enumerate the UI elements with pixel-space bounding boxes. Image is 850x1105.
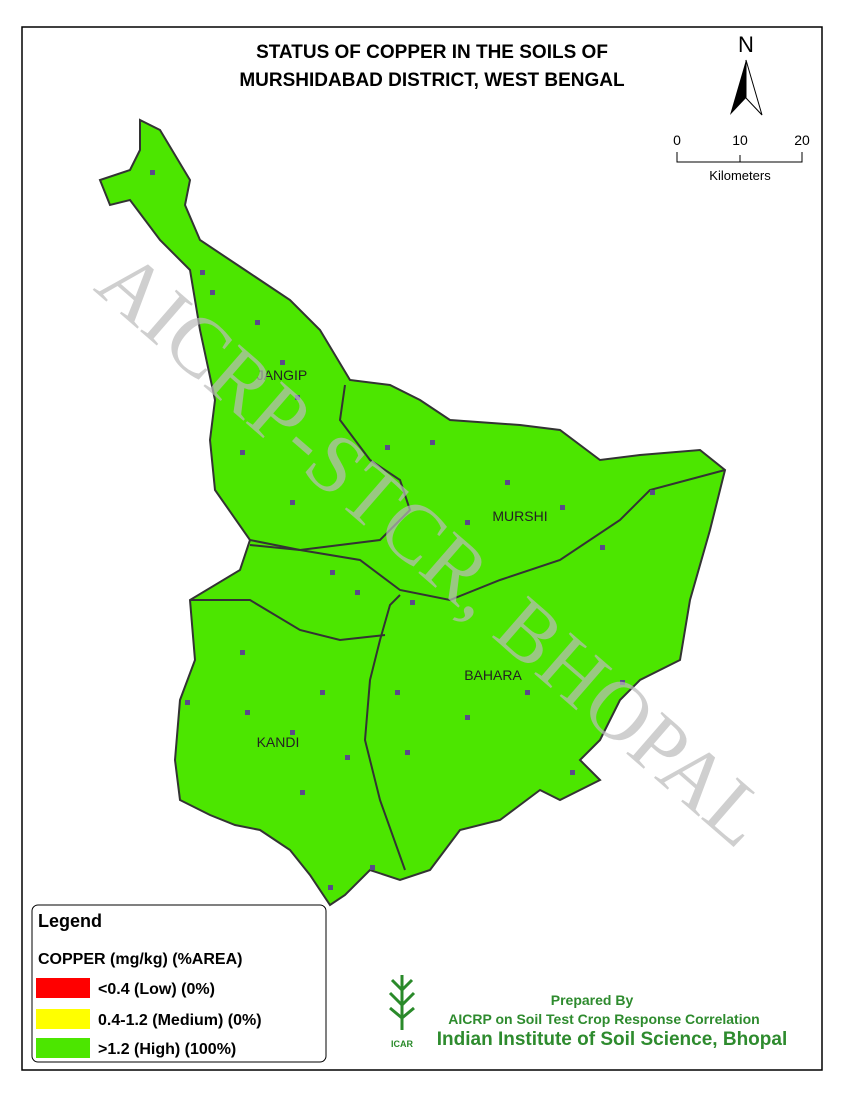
- block-boundary: [249, 384, 412, 552]
- logo-wheat: [388, 975, 416, 1030]
- sample-points: [150, 170, 655, 890]
- legend-label: <0.4 (Low) (0%): [98, 981, 215, 998]
- legend-subtitle: COPPER (mg/kg) (%AREA): [38, 951, 242, 968]
- logo-text: ICAR: [391, 1039, 413, 1049]
- legend-title: Legend: [38, 911, 102, 931]
- block-boundary: [190, 599, 386, 642]
- legend-box: [31, 904, 327, 1063]
- credit: ICAR Prepared By AICRP on Soil Test Crop…: [376, 970, 787, 1050]
- scale-label: 20: [794, 132, 810, 148]
- credit-line: AICRP on Soil Test Crop Response Correla…: [448, 1011, 759, 1027]
- region-label: BAHARA: [464, 667, 522, 683]
- title-line: MURSHIDABAD DISTRICT, WEST BENGAL: [239, 70, 625, 91]
- legend-swatch: [36, 1009, 90, 1029]
- block-boundary: [249, 469, 726, 602]
- region-label: MURSHI: [492, 508, 547, 524]
- scale-unit: Kilometers: [709, 168, 771, 183]
- block-boundary: [363, 594, 406, 871]
- credit-institute: Indian Institute of Soil Science, Bhopal: [437, 1029, 787, 1050]
- scale-line: [676, 152, 803, 163]
- arrow-half: [730, 60, 746, 115]
- scale-label: 10: [732, 132, 748, 148]
- arrow-half: [745, 59, 763, 116]
- title-line: STATUS OF COPPER IN THE SOILS OF: [256, 42, 608, 63]
- scale-label: 0: [673, 132, 681, 148]
- region-label: JANGIP: [257, 367, 308, 383]
- north-arrow: N: [730, 32, 763, 116]
- legend-label: >1.2 (High) (100%): [98, 1041, 236, 1058]
- legend: Legend COPPER (mg/kg) (%AREA) <0.4 (Low)…: [31, 904, 327, 1063]
- district-outline: [98, 118, 727, 907]
- north-label: N: [738, 32, 754, 57]
- scale-bar: 0 10 20 Kilometers: [673, 132, 810, 183]
- legend-label: 0.4-1.2 (Medium) (0%): [98, 1012, 262, 1029]
- legend-swatch: [36, 978, 90, 998]
- legend-swatch: [36, 1038, 90, 1058]
- district-map: JANGIP MURSHI BAHARA KANDI: [98, 118, 727, 907]
- region-label: KANDI: [257, 734, 300, 750]
- credit-line: Prepared By: [551, 992, 634, 1008]
